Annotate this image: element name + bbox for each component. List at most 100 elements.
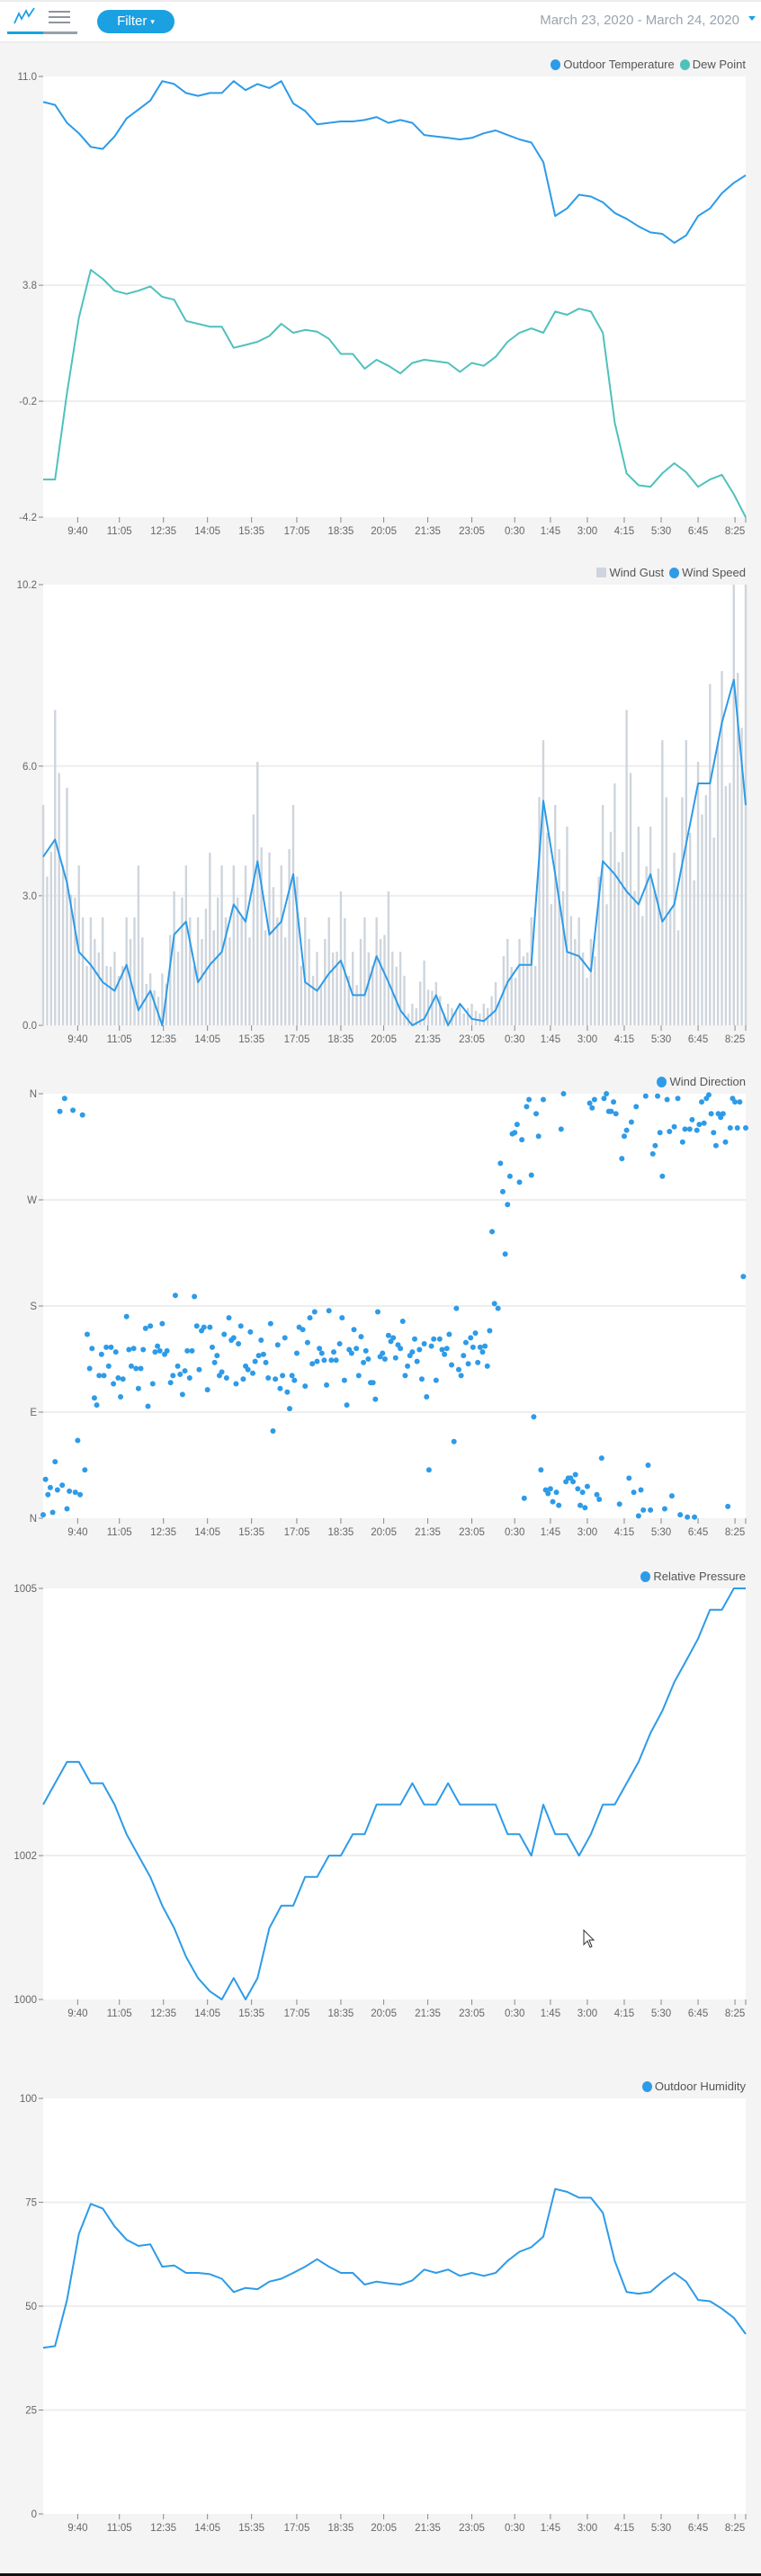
x-tick-label: 8:25 [725, 1527, 745, 1538]
legend-item-wind-direction[interactable]: Wind Direction [657, 1075, 746, 1088]
wind-gust-bar [109, 966, 112, 1025]
wind-direction-point [484, 1363, 490, 1369]
wind-direction-point [737, 1099, 743, 1105]
wind-direction-point [54, 1487, 60, 1493]
wind-gust-bar [538, 797, 541, 1025]
wind-direction-point [468, 1335, 474, 1341]
wind-direction-point [675, 1096, 681, 1102]
date-dropdown-caret-icon[interactable] [748, 16, 756, 21]
wind-direction-point [722, 1139, 729, 1145]
wind-direction-point [380, 1350, 386, 1356]
wind-gust-bar [693, 880, 695, 1025]
date-range-picker[interactable]: March 23, 2020 - March 24, 2020 [540, 13, 739, 28]
legend-item-dew-point[interactable]: Dew Point [679, 58, 746, 71]
wind-direction-point [260, 1351, 266, 1357]
wind-gust-bar [77, 865, 80, 1025]
wind-gust-bar [721, 671, 723, 1025]
wind-direction-point [230, 1335, 237, 1341]
line-chart-icon[interactable] [13, 7, 36, 30]
wind-gust-bar [641, 916, 644, 1025]
wind-direction-point [341, 1377, 347, 1383]
wind-direction-point [589, 1105, 595, 1111]
wind-gust-bar [324, 938, 327, 1025]
wind-gust-bar [622, 852, 624, 1025]
wind-gust-bar [446, 1003, 450, 1025]
wind-direction-chart: N W S E N 9:40 11:05 12:35 14:05 15:35 17:05 18:35 2… [27, 1089, 748, 1538]
wind-direction-point [594, 1491, 600, 1498]
wind-direction-point [584, 1483, 590, 1489]
wind-gust-bar [220, 865, 223, 1025]
legend-item-relative-pressure[interactable]: Relative Pressure [640, 1570, 746, 1583]
legend-item-wind-speed[interactable]: Wind Speed [669, 566, 746, 579]
wind-gust-bar [681, 797, 684, 1025]
wind-gust-bar [61, 864, 65, 1025]
wind-direction-point [502, 1251, 508, 1257]
legend-label: Dew Point [692, 58, 746, 71]
wind-direction-point [449, 1362, 455, 1368]
wind-direction-point [358, 1334, 364, 1340]
wind-gust-bar [729, 783, 731, 1025]
wind-direction-point [204, 1387, 210, 1393]
x-tick-label: 18:35 [328, 2008, 354, 2019]
wind-direction-point [91, 1395, 97, 1401]
wind-direction-point [328, 1357, 335, 1364]
wind-gust-bar [304, 917, 307, 1025]
wind-direction-point [155, 1343, 161, 1349]
x-tick-label: 20:05 [371, 1034, 397, 1045]
wind-direction-point [226, 1315, 232, 1321]
wind-gust-bar [426, 989, 430, 1025]
x-tick-label: 1:45 [541, 526, 560, 537]
wind-direction-point [708, 1111, 714, 1117]
x-tick-label: 5:30 [651, 2008, 671, 2019]
legend-item-wind-gust[interactable]: Wind Gust [596, 566, 664, 579]
wind-direction-point [613, 1111, 619, 1117]
wind-direction-point [175, 1363, 181, 1369]
wind-gust-bar [94, 938, 96, 1025]
wind-gust-bar [355, 985, 358, 1025]
x-tick-label: 5:30 [651, 526, 671, 537]
wind-direction-point [45, 1491, 51, 1498]
wind-direction-point [482, 1343, 488, 1349]
filter-label: Filter [117, 13, 148, 29]
wind-direction-point [372, 1396, 379, 1402]
wind-direction-point [570, 1479, 577, 1485]
legend-item-temperature[interactable]: Outdoor Temperature [551, 58, 675, 71]
pressure-chart: 1005 1002 1000 9:40 11:05 12:35 14:05 15:35 17:0… [13, 1584, 747, 2019]
hamburger-icon[interactable] [49, 10, 70, 29]
wind-gust-bar [605, 904, 608, 1025]
y-tick-label: 1005 [13, 1584, 37, 1595]
wind-direction-point [221, 1331, 228, 1337]
wind-direction-point [479, 1349, 486, 1355]
filter-button[interactable]: Filter ▾ [97, 10, 175, 33]
x-tick-label: 6:45 [688, 2523, 708, 2534]
x-tick-label: 5:30 [651, 1527, 671, 1538]
y-tick-label: 1000 [13, 1995, 37, 2006]
wind-direction-point [611, 1099, 617, 1105]
y-tick-label: 11.0 [17, 72, 37, 83]
wind-direction-point [601, 1096, 607, 1102]
wind-gust-bar [148, 973, 152, 1025]
wind-direction-point [489, 1229, 496, 1235]
wind-direction-point [135, 1385, 141, 1391]
wind-direction-point [431, 1336, 437, 1342]
wind-direction-point [361, 1359, 367, 1365]
wind-direction-point [354, 1346, 360, 1352]
wind-direction-point [142, 1325, 148, 1331]
pressure-legend: Relative Pressure [640, 1570, 746, 1583]
wind-direction-point [302, 1383, 309, 1390]
wind-direction-point [621, 1133, 627, 1140]
x-tick-label: 15:35 [238, 1527, 264, 1538]
x-tick-label: 4:15 [614, 1034, 634, 1045]
legend-item-outdoor-humidity[interactable]: Outdoor Humidity [641, 2080, 746, 2093]
y-tick-label: 100 [20, 2094, 37, 2105]
outdoor-temperature-line [42, 80, 747, 244]
wind-direction-point [270, 1427, 276, 1434]
legend-dot-icon [657, 1076, 667, 1087]
list-view-tab-indicator [43, 31, 77, 34]
wind-direction-legend: Wind Direction [657, 1075, 746, 1088]
wind-direction-point [712, 1142, 719, 1149]
chevron-down-icon: ▾ [150, 17, 155, 26]
wind-direction-point [443, 1346, 450, 1352]
wind-direction-point [446, 1331, 452, 1337]
wind-gust-bar [530, 917, 533, 1025]
